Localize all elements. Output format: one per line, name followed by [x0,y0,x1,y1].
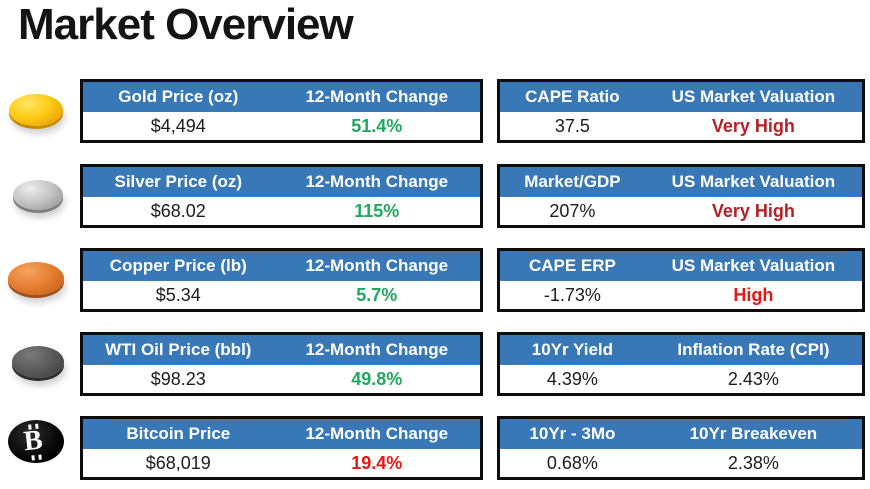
companion-header: 10Yr Breakeven [689,424,818,443]
change-header: 12-Month Change [305,172,449,191]
card-header-row: WTI Oil Price (bbl) 12-Month Change [83,335,480,365]
indicator-header: Market/GDP [524,172,621,191]
companion-value: 2.38% [727,452,779,473]
copper-price-card: Copper Price (lb) 12-Month Change $5.34 … [80,248,483,312]
yield-inflation-card: 10Yr Yield Inflation Rate (CPI) 4.39% 2.… [497,332,865,396]
indicator-header: CAPE Ratio [525,87,620,106]
card-header-row: 10Yr Yield Inflation Rate (CPI) [500,335,862,365]
valuation-value: Very High [711,200,795,221]
yield-spread-card: 10Yr - 3Mo 10Yr Breakeven 0.68% 2.38% [497,416,865,480]
change-value: 5.7% [356,284,398,305]
change-header: 12-Month Change [305,424,449,443]
change-header: 12-Month Change [305,340,449,359]
market-gdp-card: Market/GDP US Market Valuation 207% Very… [497,164,865,228]
card-header-row: Gold Price (oz) 12-Month Change [83,82,480,112]
indicator-header: 10Yr Yield [531,340,614,359]
indicator-value: -1.73% [543,284,601,305]
valuation-value: Very High [711,115,795,136]
indicator-value: 0.68% [546,452,598,473]
change-value: 19.4% [351,452,403,473]
card-value-row: $5.34 5.7% [83,281,480,309]
indicator-value: 207% [549,200,596,221]
card-value-row: 207% Very High [500,197,862,225]
change-value: 49.8% [351,368,403,389]
silver-coin-icon [13,180,63,210]
metric-value: $4,494 [150,115,206,136]
valuation-header: US Market Valuation [671,256,836,275]
bitcoin-glyph: B [19,423,52,461]
card-value-row: $4,494 51.4% [83,112,480,140]
metric-header: Copper Price (lb) [109,256,247,275]
gold-coin-icon [9,94,63,126]
gold-price-card: Gold Price (oz) 12-Month Change $4,494 5… [80,79,483,143]
page-title: Market Overview [18,0,354,49]
card-value-row: -1.73% High [500,281,862,309]
metric-header: Silver Price (oz) [114,172,243,191]
change-header: 12-Month Change [305,87,449,106]
bitcoin-icon: B [8,420,64,463]
change-header: 12-Month Change [305,256,449,275]
indicator-header: CAPE ERP [528,256,616,275]
metric-value: $68,019 [145,452,211,473]
indicator-value: 37.5 [554,115,590,136]
companion-value: 2.43% [727,368,779,389]
metric-value: $5.34 [155,284,201,305]
card-header-row: CAPE Ratio US Market Valuation [500,82,862,112]
card-header-row: Copper Price (lb) 12-Month Change [83,251,480,281]
card-header-row: CAPE ERP US Market Valuation [500,251,862,281]
metric-value: $98.23 [150,368,206,389]
cape-erp-card: CAPE ERP US Market Valuation -1.73% High [497,248,865,312]
indicator-header: 10Yr - 3Mo [529,424,616,443]
change-value: 115% [354,200,400,221]
valuation-header: US Market Valuation [671,172,836,191]
silver-price-card: Silver Price (oz) 12-Month Change $68.02… [80,164,483,228]
card-value-row: $68,019 19.4% [83,449,480,477]
card-header-row: Bitcoin Price 12-Month Change [83,419,480,449]
oil-disc-icon [12,346,64,378]
wti-oil-price-card: WTI Oil Price (bbl) 12-Month Change $98.… [80,332,483,396]
card-value-row: 0.68% 2.38% [500,449,862,477]
card-value-row: $98.23 49.8% [83,365,480,393]
card-value-row: 37.5 Very High [500,112,862,140]
bitcoin-price-card: Bitcoin Price 12-Month Change $68,019 19… [80,416,483,480]
cape-ratio-card: CAPE Ratio US Market Valuation 37.5 Very… [497,79,865,143]
card-value-row: 4.39% 2.43% [500,365,862,393]
card-header-row: 10Yr - 3Mo 10Yr Breakeven [500,419,862,449]
card-header-row: Silver Price (oz) 12-Month Change [83,167,480,197]
card-header-row: Market/GDP US Market Valuation [500,167,862,197]
metric-value: $68.02 [150,200,206,221]
companion-header: Inflation Rate (CPI) [677,340,830,359]
change-value: 51.4% [351,115,403,136]
copper-coin-icon [8,262,64,295]
metric-header: Gold Price (oz) [118,87,239,106]
metric-header: WTI Oil Price (bbl) [105,340,252,359]
metric-header: Bitcoin Price [126,424,231,443]
valuation-value: High [733,284,774,305]
valuation-header: US Market Valuation [671,87,836,106]
card-value-row: $68.02 115% [83,197,480,225]
indicator-value: 4.39% [546,368,598,389]
